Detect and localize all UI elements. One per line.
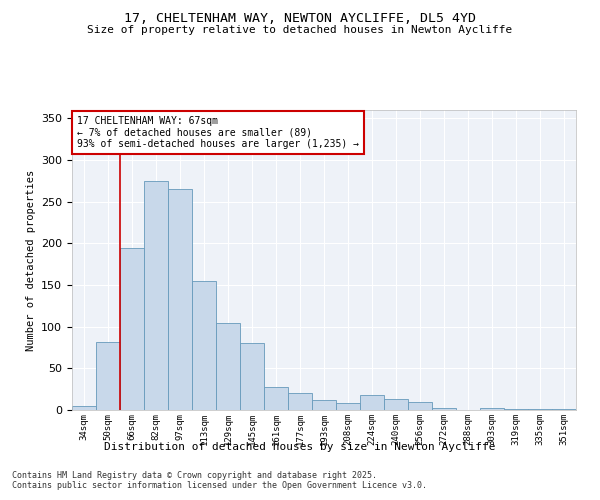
Text: Contains public sector information licensed under the Open Government Licence v3: Contains public sector information licen… [12, 480, 427, 490]
Text: Distribution of detached houses by size in Newton Aycliffe: Distribution of detached houses by size … [104, 442, 496, 452]
Bar [192, 281, 216, 410]
Bar [312, 400, 336, 410]
Bar [96, 342, 120, 410]
Text: 17, CHELTENHAM WAY, NEWTON AYCLIFFE, DL5 4YD: 17, CHELTENHAM WAY, NEWTON AYCLIFFE, DL5… [124, 12, 476, 26]
Bar [384, 399, 408, 410]
Bar [360, 395, 384, 410]
Bar [120, 248, 144, 410]
Bar [504, 409, 528, 410]
Bar [264, 386, 288, 410]
Bar [408, 402, 432, 410]
Text: Size of property relative to detached houses in Newton Aycliffe: Size of property relative to detached ho… [88, 25, 512, 35]
Bar [216, 322, 240, 410]
Y-axis label: Number of detached properties: Number of detached properties [26, 170, 35, 350]
Bar [168, 189, 192, 410]
Bar [288, 394, 312, 410]
Text: 17 CHELTENHAM WAY: 67sqm
← 7% of detached houses are smaller (89)
93% of semi-de: 17 CHELTENHAM WAY: 67sqm ← 7% of detache… [77, 116, 359, 149]
Bar [432, 408, 456, 410]
Text: Contains HM Land Registry data © Crown copyright and database right 2025.: Contains HM Land Registry data © Crown c… [12, 470, 377, 480]
Bar [552, 409, 576, 410]
Bar [480, 408, 504, 410]
Bar [528, 409, 552, 410]
Bar [144, 181, 168, 410]
Bar [336, 404, 360, 410]
Bar [72, 406, 96, 410]
Bar [240, 344, 264, 410]
